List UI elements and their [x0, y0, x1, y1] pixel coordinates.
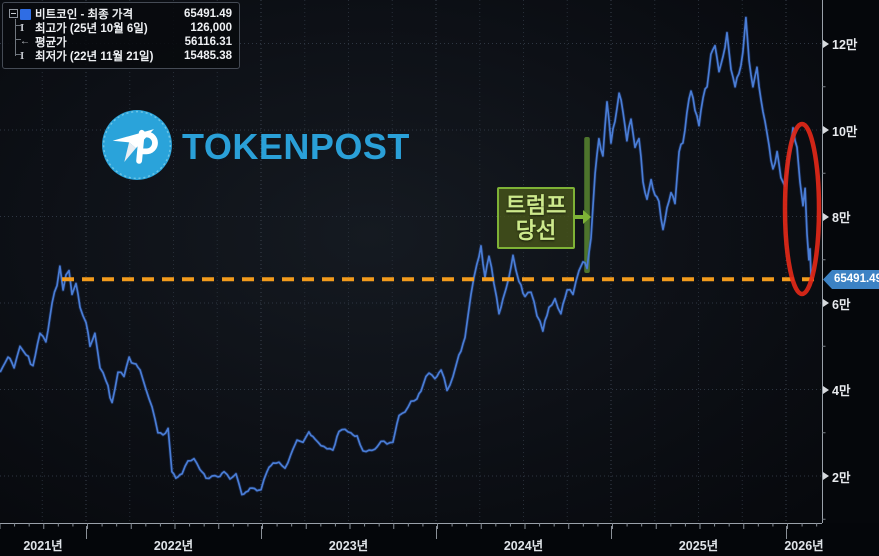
year-separator: [611, 526, 612, 539]
x-axis-label: 2022년: [153, 539, 194, 553]
legend-tree-line: [15, 19, 16, 56]
year-separator: [786, 526, 787, 539]
tick-pointer-icon: [823, 299, 829, 307]
legend-panel[interactable]: 비트코인 - 최종 가격 65491.49 I 최고가 (25년 10월 6일)…: [2, 2, 240, 69]
x-axis-label: 2023년: [328, 539, 369, 553]
tick-pointer-icon: [823, 126, 829, 134]
x-axis-label: 2026년: [784, 539, 824, 553]
y-axis-label: 2만: [823, 468, 850, 485]
legend-label: 비트코인 - 최종 가격: [35, 9, 134, 21]
x-axis-label: 2025년: [678, 539, 719, 553]
y-axis-label: 6만: [823, 295, 850, 312]
legend-row-last-price[interactable]: 비트코인 - 최종 가격 65491.49: [8, 7, 232, 21]
tick-pointer-icon: [823, 472, 829, 480]
y-axis-label: 8만: [823, 209, 850, 225]
year-separator: [86, 526, 87, 539]
legend-value: 15485.38: [184, 50, 232, 62]
tick-pointer-icon: [823, 212, 829, 221]
annotation-line2: 당선: [515, 218, 557, 243]
y-axis-label: 10만: [823, 122, 857, 139]
legend-row-average[interactable]: ← 평균가 56116.31: [8, 35, 232, 49]
tick-pointer-icon: [823, 385, 829, 394]
series-color-square: [20, 8, 31, 20]
tokenpost-logo-icon: [102, 110, 172, 180]
annotation-arrow: [575, 215, 584, 219]
legend-row-high[interactable]: I 최고가 (25년 10월 6일) 126,000: [8, 21, 232, 35]
x-axis-label: 2021년: [23, 539, 63, 553]
legend-row-low[interactable]: I 최저가 (22년 11월 21일) 15485.38: [8, 49, 232, 63]
legend-value: 126,000: [190, 22, 232, 34]
average-marker-icon: ←: [20, 36, 30, 47]
tick-pointer-icon: [823, 39, 829, 48]
year-separator: [261, 526, 262, 539]
event-annotation-trump-election: 트럼프 당선: [497, 187, 575, 249]
legend-value: 65491.49: [184, 8, 232, 20]
tokenpost-watermark: TOKENPOST: [101, 109, 409, 181]
year-separator: [436, 526, 437, 539]
y-axis-label: 12만: [823, 36, 857, 52]
legend-value: 56116.31: [184, 36, 232, 48]
current-price-tag: 65491.49: [823, 270, 879, 289]
tokenpost-wordmark: TOKENPOST: [182, 126, 410, 167]
annotation-arrow-head-icon: [583, 210, 591, 224]
annotation-line1: 트럼프: [505, 193, 567, 218]
collapse-icon[interactable]: [9, 9, 18, 18]
legend-label: 최저가 (22년 11월 21일): [35, 51, 154, 63]
low-marker-icon: I: [20, 49, 25, 62]
legend-label: 평균가: [35, 37, 67, 49]
high-marker-icon: I: [20, 21, 25, 34]
legend-label: 최고가 (25년 10월 6일): [35, 23, 148, 35]
x-axis-label: 2024년: [503, 539, 544, 553]
y-axis-label: 4만: [823, 382, 850, 398]
